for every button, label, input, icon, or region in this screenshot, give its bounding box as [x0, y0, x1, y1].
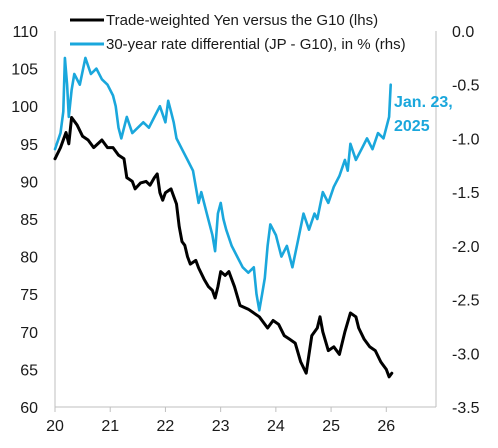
annotation-line-2: 2025 — [394, 118, 430, 135]
left-tick-label: 75 — [20, 287, 38, 304]
date-annotation: Jan. 23, 2025 — [394, 94, 453, 135]
right-tick-label: -1.0 — [452, 131, 480, 148]
left-tick-label: 95 — [20, 137, 38, 154]
left-tick-label: 60 — [20, 400, 38, 417]
left-tick-label: 100 — [11, 99, 38, 116]
series-line-rate-differential — [53, 56, 392, 312]
x-tick-label: 23 — [212, 418, 230, 435]
right-tick-label: -2.0 — [452, 239, 480, 256]
left-tick-label: 70 — [20, 325, 38, 342]
x-tick-label: 25 — [322, 418, 340, 435]
right-axis: 0.0 -0.5 -1.0 -1.5 -2.0 -2.5 -3.0 -3.5 — [452, 24, 480, 417]
series-layer — [53, 56, 394, 379]
legend: Trade-weighted Yen versus the G10 (lhs) … — [70, 12, 406, 53]
series-line-yen — [53, 116, 394, 379]
right-tick-label: -2.5 — [452, 293, 480, 310]
x-tick-label: 26 — [377, 418, 395, 435]
left-tick-label: 80 — [20, 250, 38, 267]
left-tick-label: 65 — [20, 362, 38, 379]
x-tick-label: 22 — [157, 418, 175, 435]
right-tick-label: -1.5 — [452, 185, 480, 202]
right-tick-label: 0.0 — [452, 24, 474, 41]
right-tick-label: -3.0 — [452, 346, 480, 363]
left-tick-label: 90 — [20, 174, 38, 191]
x-tick-label: 24 — [267, 418, 285, 435]
plot-area — [54, 31, 437, 408]
right-tick-label: -3.5 — [452, 400, 480, 417]
legend-label-yen: Trade-weighted Yen versus the G10 (lhs) — [106, 12, 378, 29]
left-tick-label: 105 — [11, 62, 38, 79]
right-tick-label: -0.5 — [452, 78, 480, 95]
legend-label-rate-differential: 30-year rate differential (JP - G10), in… — [106, 36, 406, 53]
x-tick-label: 20 — [46, 418, 64, 435]
left-tick-label: 85 — [20, 212, 38, 229]
x-tick-label: 21 — [101, 418, 119, 435]
left-tick-label: 110 — [12, 24, 38, 41]
annotation-line-1: Jan. 23, — [394, 94, 453, 111]
left-axis: 110 105 100 95 90 85 80 75 70 65 60 — [11, 24, 38, 417]
x-axis: 20 21 22 23 24 25 26 — [46, 407, 395, 435]
